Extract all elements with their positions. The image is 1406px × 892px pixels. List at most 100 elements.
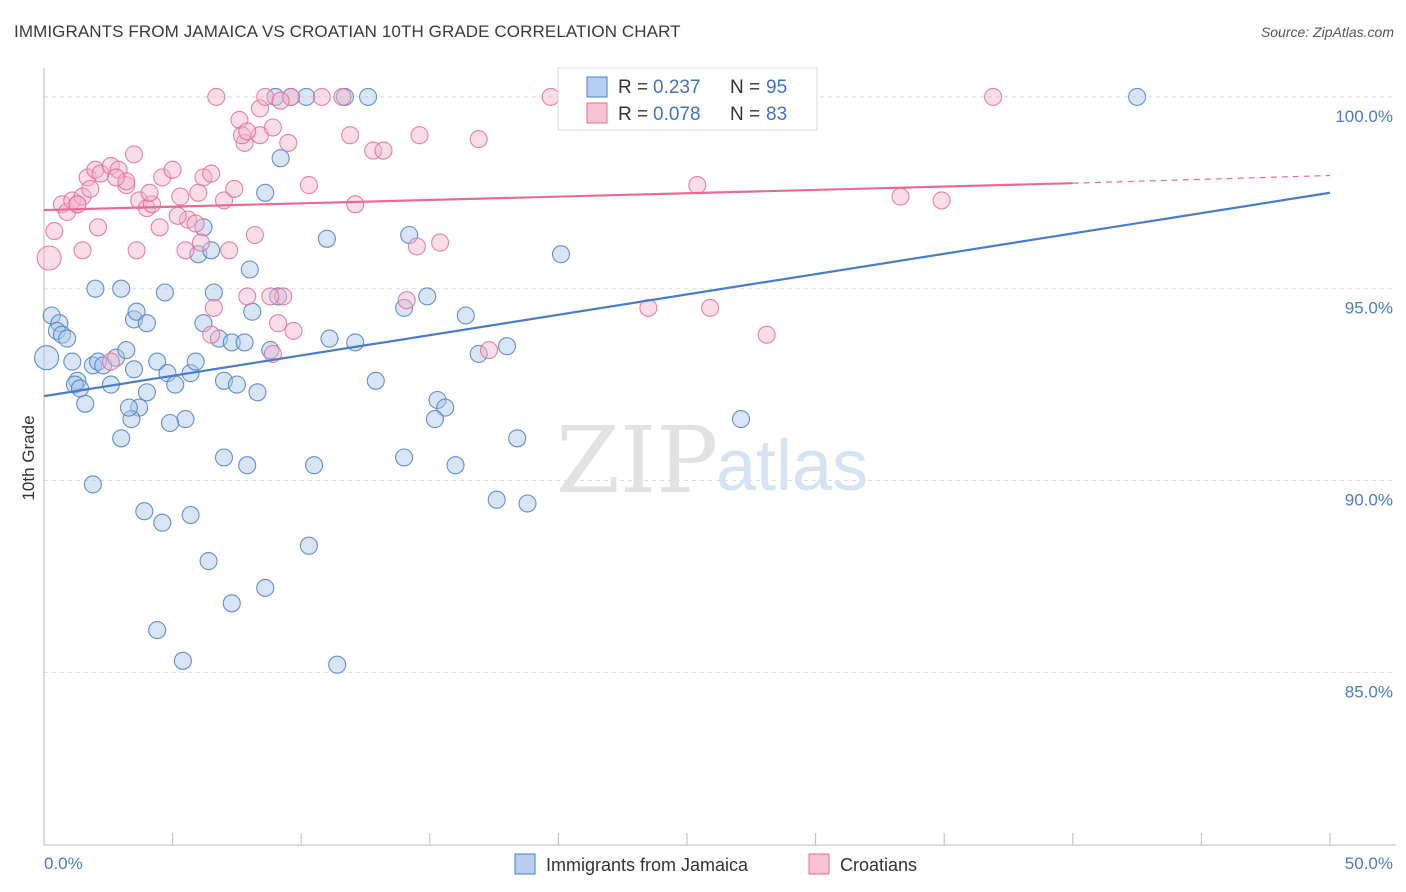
point-croatians (88, 218, 108, 237)
point-croatians (279, 133, 298, 152)
point-croatians (261, 287, 280, 306)
point-croatians (984, 87, 1003, 106)
point-jamaica (173, 651, 192, 670)
point-croatians (250, 99, 270, 118)
legend-n-label-1: N = (730, 77, 760, 98)
trend-lines (43, 174, 1331, 398)
point-jamaica (34, 345, 60, 371)
y-tick-label: 85.0% (1345, 682, 1393, 701)
gridlines (44, 96, 1396, 673)
bottom-legend-swatch-jamaica (514, 853, 536, 875)
point-jamaica (446, 456, 465, 475)
bottom-legend-label-jamaica: Immigrants from Jamaica (546, 855, 749, 875)
point-croatians (189, 183, 208, 202)
point-croatians (281, 87, 300, 106)
point-croatians (127, 241, 146, 260)
y-tick-labels: 100.0% 95.0% 90.0% 85.0% (1335, 107, 1393, 701)
point-jamaica (238, 456, 257, 475)
point-croatians (142, 195, 162, 214)
point-croatians (91, 164, 110, 183)
point-croatians (73, 241, 92, 260)
point-croatians (176, 241, 195, 260)
point-croatians (124, 145, 144, 164)
point-jamaica (299, 536, 318, 555)
point-jamaica (487, 490, 506, 509)
point-jamaica (497, 337, 517, 356)
legend-n-value-1: 95 (766, 77, 787, 98)
trend-line-croatians-extension (1072, 174, 1331, 184)
point-croatians (186, 214, 205, 233)
point-croatians (263, 118, 282, 137)
legend-r-value-1: 0.237 (653, 77, 701, 98)
point-croatians (891, 187, 910, 206)
point-croatians (271, 91, 290, 110)
point-croatians (106, 168, 126, 187)
point-jamaica (148, 621, 167, 640)
point-croatians (407, 237, 426, 256)
point-croatians (256, 87, 275, 106)
point-jamaica (186, 352, 205, 371)
point-croatians (220, 241, 239, 260)
point-jamaica (436, 398, 455, 417)
point-jamaica (366, 371, 385, 390)
legend-box: R = 0.237 N = 95 R = 0.078 N = 83 (557, 67, 818, 131)
series-jamaica-points (34, 87, 1147, 674)
trend-line-croatians (43, 182, 1073, 212)
point-jamaica (235, 333, 254, 352)
y-axis: 10th Grade (19, 68, 45, 845)
point-croatians (431, 233, 450, 252)
legend-swatch-jamaica (586, 76, 608, 98)
x-axis (43, 833, 1396, 846)
point-croatians (225, 179, 244, 198)
point-jamaica (176, 410, 195, 429)
point-jamaica (86, 279, 105, 298)
point-jamaica (227, 375, 246, 394)
point-croatians (163, 160, 182, 179)
point-jamaica (518, 494, 537, 513)
point-jamaica (199, 552, 218, 571)
point-jamaica (214, 448, 234, 467)
point-jamaica (551, 245, 571, 264)
series-croatians-points (36, 87, 1003, 371)
legend-r-label-2: R = (618, 104, 648, 125)
point-croatians (479, 341, 499, 360)
legend-swatch-croatians (586, 102, 608, 124)
point-croatians (397, 291, 416, 310)
point-croatians (45, 222, 64, 241)
point-croatians (341, 126, 360, 145)
y-tick-label: 90.0% (1345, 491, 1393, 510)
y-axis-label: 10th Grade (19, 415, 38, 500)
point-croatians (688, 176, 707, 195)
point-jamaica (160, 413, 180, 433)
point-jamaica (153, 513, 172, 532)
point-croatians (299, 176, 318, 195)
point-jamaica (305, 456, 324, 475)
point-croatians (101, 352, 120, 371)
point-jamaica (222, 594, 241, 613)
point-jamaica (181, 505, 200, 525)
point-jamaica (469, 344, 488, 363)
legend-n-value-2: 83 (766, 104, 787, 125)
point-croatians (932, 191, 951, 210)
point-jamaica (425, 410, 444, 429)
point-jamaica (243, 302, 262, 321)
point-croatians (81, 179, 100, 198)
point-croatians (374, 141, 393, 160)
point-croatians (117, 176, 136, 195)
point-jamaica (256, 183, 275, 202)
point-jamaica (297, 87, 316, 106)
point-croatians (410, 126, 429, 145)
point-jamaica (83, 475, 102, 494)
point-croatians (757, 325, 776, 344)
point-croatians (168, 206, 187, 225)
point-jamaica (418, 287, 437, 306)
point-croatians (204, 298, 223, 317)
point-jamaica (240, 260, 259, 279)
point-croatians (269, 314, 288, 333)
point-jamaica (76, 394, 95, 413)
watermark: ZIP atlas (556, 407, 868, 514)
point-croatians (150, 218, 169, 237)
point-jamaica (117, 341, 136, 360)
point-croatians (117, 172, 136, 191)
